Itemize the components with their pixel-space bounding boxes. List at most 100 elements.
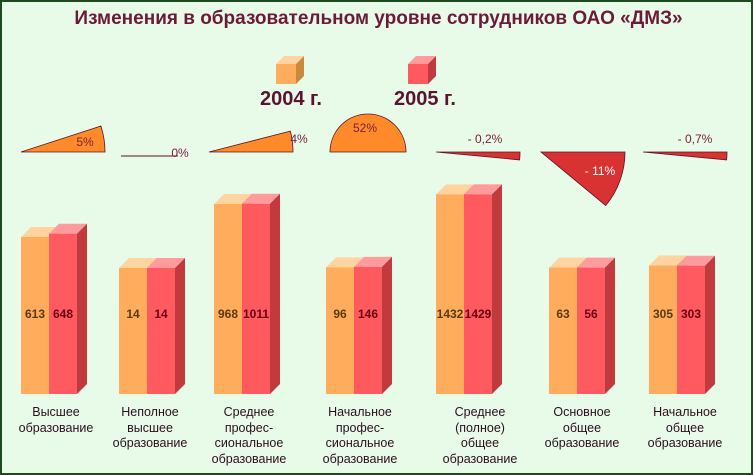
bar-2005-3-top <box>242 193 280 204</box>
legend-swatch-2004-side <box>296 56 304 84</box>
category-label-line: сиональное <box>325 436 395 450</box>
bar-2004-6 <box>549 267 577 394</box>
change-indicator-3-label: 4% <box>290 132 308 146</box>
category-label-line: образование <box>647 436 723 450</box>
bar-2004-3 <box>214 204 242 394</box>
legend-swatch-2004-front <box>276 64 296 84</box>
bar-2004-1 <box>21 236 49 394</box>
bar-2004-3-value-label: 968 <box>218 307 238 321</box>
bar-2005-3-side <box>270 193 280 394</box>
chart-title: Изменения в образовательном уровне сотру… <box>74 8 683 29</box>
bar-2004-7-top <box>649 255 687 266</box>
bar-2004-5 <box>436 194 464 394</box>
bar-2004-6-top <box>549 257 587 268</box>
category-label-line: профес- <box>335 420 385 435</box>
bar-2005-4 <box>354 266 382 394</box>
bar-2004-5-value-label: 1432 <box>437 307 464 321</box>
bar-2004-2-value-label: 14 <box>126 307 140 321</box>
category-label: Неполное высшее образование <box>95 405 205 452</box>
category-label-line: (полное) <box>455 420 505 435</box>
bar-2005-6-value-label: 56 <box>584 307 598 321</box>
bar-2005-2 <box>147 268 175 394</box>
category-label-line: Основное <box>553 405 611 419</box>
change-indicator-1 <box>20 125 106 153</box>
bar-2005-7 <box>677 265 705 394</box>
change-indicator-5 <box>435 151 521 161</box>
change-indicator-2-label: 0% <box>171 146 189 160</box>
bar-2004-5-top <box>436 184 474 195</box>
bar-2005-4-value-label: 146 <box>358 307 378 321</box>
bar-2005-7-side <box>705 255 715 394</box>
category-label-line: высшее <box>127 420 173 435</box>
bar-2004-3-top <box>214 194 252 205</box>
category-label-line: Высшее <box>32 405 80 419</box>
bar-2005-2-value-label: 14 <box>154 307 168 321</box>
category-label-line: общее <box>460 436 500 450</box>
bar-2005-3-value-label: 1011 <box>243 307 269 321</box>
category-label-line: образование <box>18 420 94 435</box>
change-indicator-7 <box>642 151 728 161</box>
bar-2005-5-top <box>464 184 502 195</box>
legend-swatch-2004-top <box>276 56 304 64</box>
legend-label-2004: 2004 г. <box>260 88 322 110</box>
category-label-line: Среднее <box>454 405 506 419</box>
category-label: Начальное профес-сиональное образование <box>305 405 415 467</box>
category-label-line: образование <box>442 451 518 466</box>
bar-2004-2 <box>119 268 147 394</box>
bar-2005-4-top <box>354 256 392 267</box>
bar-2005-1-side <box>77 223 87 394</box>
bar-2005-6-side <box>605 257 615 394</box>
bar-2004-4 <box>326 267 354 394</box>
change-indicator-1-label: 5% <box>76 135 94 149</box>
bar-2004-4-value-label: 96 <box>333 307 347 321</box>
legend-label-2005: 2005 г. <box>394 88 456 110</box>
category-label-line: Начальное <box>653 405 717 419</box>
category-label-line: образование <box>322 451 398 466</box>
category-label: Среднее профес-сиональное образование <box>194 405 304 467</box>
bar-2004-7-value-label: 305 <box>653 307 673 321</box>
legend-swatch-2005-side <box>428 56 436 84</box>
legend-swatch-2005-top <box>408 56 436 64</box>
bar-2005-7-value-label: 303 <box>681 307 701 321</box>
category-label-line: Среднее <box>223 405 275 419</box>
legend-swatch-2005-front <box>408 64 428 84</box>
bar-2005-5 <box>464 194 492 394</box>
category-label-line: Начальное <box>328 405 392 419</box>
bar-2005-6 <box>577 267 605 394</box>
change-indicator-4-label: 52% <box>353 121 377 135</box>
change-indicator-7-label: - 0,7% <box>678 132 713 146</box>
bar-2005-5-side <box>492 184 502 394</box>
bar-2005-2-side <box>175 258 185 394</box>
bar-2004-4-top <box>326 257 364 268</box>
category-label: Начальное общее образование <box>630 405 740 452</box>
category-label-line: общее <box>562 420 602 435</box>
category-label: Основное общее образование <box>527 405 637 452</box>
change-indicator-6 <box>539 151 626 207</box>
bar-2004-2-top <box>119 258 157 268</box>
bar-2005-2-top <box>147 258 185 268</box>
category-label-line: образование <box>211 451 287 466</box>
category-label: Среднее (полное) общее образование <box>425 405 535 467</box>
category-label-line: общее <box>665 420 705 435</box>
bar-2005-3 <box>242 203 270 394</box>
change-indicator-3 <box>208 130 294 153</box>
bar-2005-7-top <box>677 255 715 266</box>
bar-2005-5-value-label: 1429 <box>465 307 492 321</box>
category-label-line: образование <box>544 436 620 450</box>
bar-2005-1-top <box>49 223 87 234</box>
bar-2004-6-value-label: 63 <box>556 307 570 321</box>
category-label-line: сиональное <box>214 436 284 450</box>
category-label: Высшее образование <box>1 405 111 436</box>
category-label-line: профес- <box>224 420 274 435</box>
bar-2005-1-value-label: 648 <box>53 307 73 321</box>
bar-2005-1 <box>49 233 77 394</box>
change-indicator-4 <box>329 113 407 153</box>
bar-2005-6-top <box>577 257 615 268</box>
category-label-line: Неполное <box>121 405 179 419</box>
bar-2005-4-side <box>382 256 392 394</box>
bar-2004-1-value-label: 613 <box>25 307 45 321</box>
change-indicator-5-label: - 0,2% <box>468 132 503 146</box>
change-indicator-6-label: - 11% <box>585 164 616 178</box>
